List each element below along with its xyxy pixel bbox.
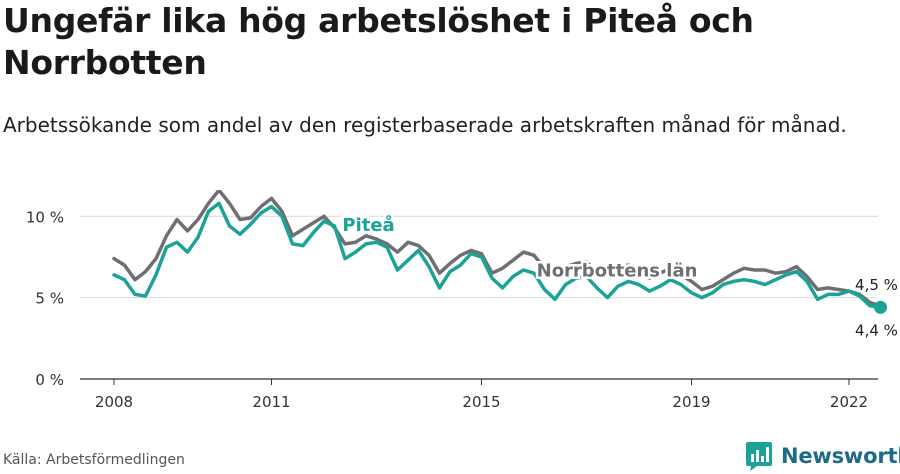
chart-subtitle: Arbetssökande som andel av den registerb… <box>3 113 847 137</box>
x-tick-label: 2015 <box>462 393 500 411</box>
newsworthy-logo-icon <box>746 442 772 471</box>
brand-name: Newsworthy <box>781 444 900 468</box>
series-label-norrbotten: Norrbottens län <box>537 260 698 281</box>
y-tick-label: 0 % <box>35 371 64 389</box>
end-label-pitea: 4,4 % <box>855 321 898 339</box>
line-chart: 0 % 5 % 10 % 2008 2011 2015 2019 2022 Piteå Norrb… <box>26 190 898 411</box>
series-line-pitea <box>112 201 883 310</box>
x-tick-label: 2019 <box>672 393 710 411</box>
chart-title: Ungefär lika hög arbetslöshet i Piteå oc… <box>3 1 754 82</box>
brand-logo: Newsworthy <box>745 441 900 471</box>
x-tick-label: 2008 <box>95 393 133 411</box>
y-tick-label: 5 % <box>35 290 64 308</box>
series-label-pitea: Piteå <box>342 214 394 236</box>
y-tick-label: 10 % <box>26 208 64 226</box>
series-line-norrbotten <box>112 190 883 308</box>
end-label-norrbotten: 4,5 % <box>855 276 898 294</box>
x-tick-label: 2022 <box>830 393 868 411</box>
source-note: Källa: Arbetsförmedlingen <box>3 452 185 468</box>
end-point-pitea <box>874 300 887 314</box>
x-tick-label: 2011 <box>252 393 290 411</box>
